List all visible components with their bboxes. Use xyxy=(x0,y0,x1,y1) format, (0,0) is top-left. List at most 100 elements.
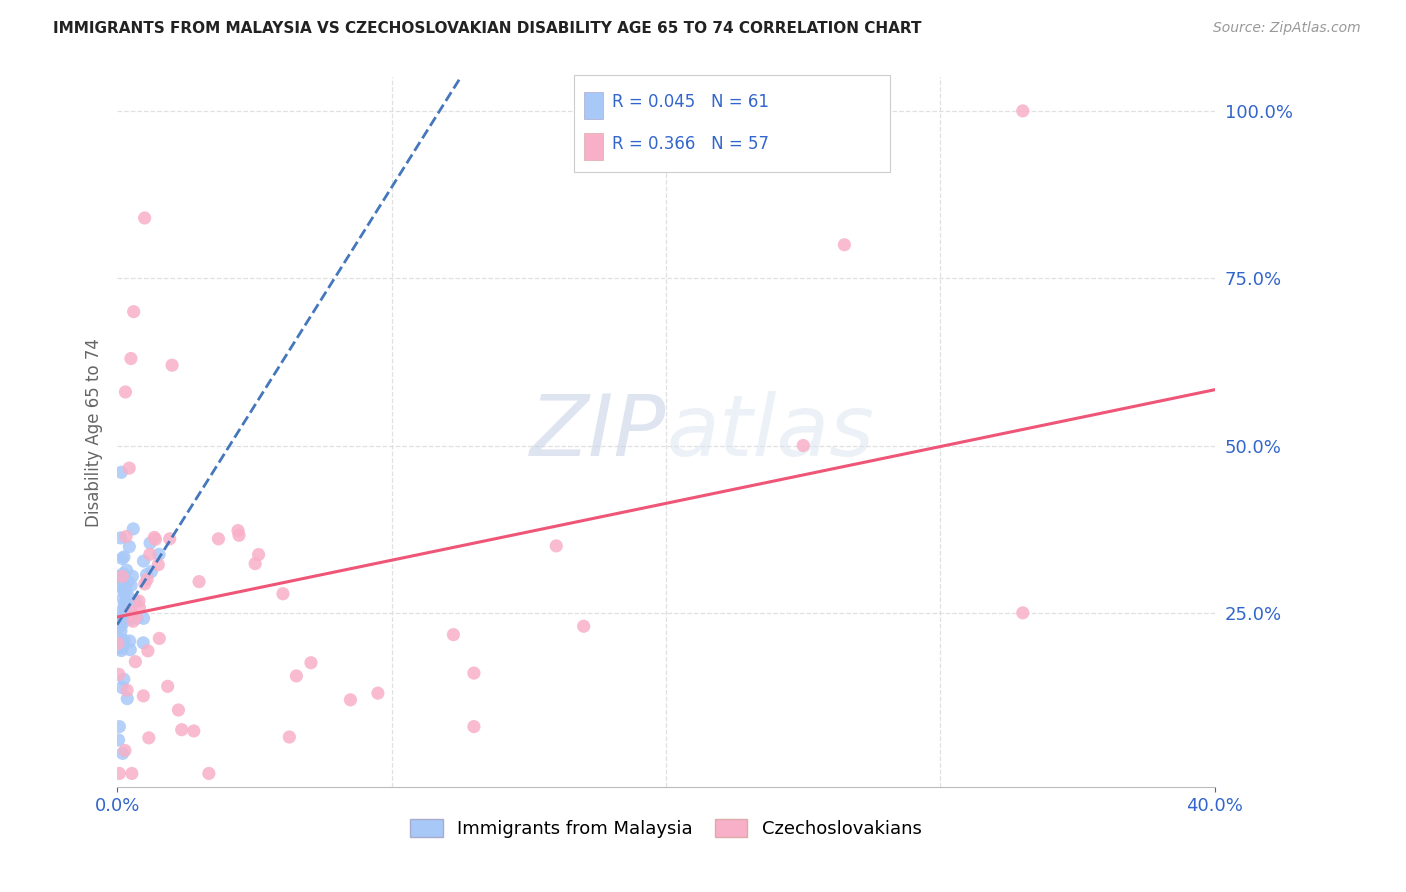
Point xyxy=(122,304,145,318)
Point xyxy=(138,731,160,745)
Point xyxy=(572,619,595,633)
Point xyxy=(118,540,141,554)
Point xyxy=(108,641,131,656)
Point xyxy=(128,600,150,615)
Point xyxy=(114,602,136,616)
Point xyxy=(120,612,142,626)
Point xyxy=(136,644,159,658)
Point xyxy=(120,642,142,657)
Point xyxy=(125,610,148,624)
Point xyxy=(108,720,131,734)
Point xyxy=(112,566,135,581)
Point xyxy=(115,563,138,577)
Point xyxy=(118,634,141,648)
Point xyxy=(792,438,814,452)
Point xyxy=(114,743,136,757)
Point xyxy=(139,547,162,561)
Point xyxy=(112,549,135,564)
Point xyxy=(124,594,146,608)
Point xyxy=(112,637,135,651)
Point xyxy=(108,605,131,619)
Point xyxy=(128,594,150,608)
Point xyxy=(160,358,183,372)
Point xyxy=(110,572,132,586)
Text: Source: ZipAtlas.com: Source: ZipAtlas.com xyxy=(1213,21,1361,35)
Text: ZIP: ZIP xyxy=(530,391,666,474)
Point xyxy=(112,582,135,597)
Point xyxy=(112,597,135,611)
Point xyxy=(108,579,131,593)
Point xyxy=(114,596,136,610)
Point xyxy=(132,636,155,650)
Point xyxy=(110,643,132,657)
Point xyxy=(107,621,129,635)
Point xyxy=(122,522,145,536)
Point xyxy=(463,666,485,681)
Point xyxy=(148,632,170,646)
Point xyxy=(112,585,135,599)
Legend: Immigrants from Malaysia, Czechoslovakians: Immigrants from Malaysia, Czechoslovakia… xyxy=(404,812,929,846)
Point xyxy=(107,635,129,649)
Point xyxy=(121,609,143,624)
Point xyxy=(132,554,155,568)
Point xyxy=(243,557,266,571)
Point xyxy=(135,567,157,582)
Point xyxy=(148,547,170,561)
Point xyxy=(159,532,181,546)
Point xyxy=(110,465,132,479)
Point xyxy=(107,570,129,584)
Point xyxy=(117,691,139,706)
Point xyxy=(339,693,361,707)
Point xyxy=(278,730,301,744)
Point xyxy=(114,607,136,621)
Point xyxy=(156,679,179,693)
Point xyxy=(112,673,135,687)
Point xyxy=(107,611,129,625)
Point xyxy=(834,237,856,252)
Point xyxy=(271,587,294,601)
Point xyxy=(124,655,146,669)
Point xyxy=(226,524,249,538)
Point xyxy=(134,577,156,591)
Point xyxy=(127,611,149,625)
Point xyxy=(546,539,568,553)
Point xyxy=(118,461,141,475)
Point xyxy=(120,351,142,366)
Point xyxy=(1011,606,1033,620)
Point xyxy=(111,617,134,632)
Text: R = 0.045   N = 61: R = 0.045 N = 61 xyxy=(612,94,769,112)
Point xyxy=(111,747,134,761)
Point xyxy=(143,531,166,545)
Point xyxy=(112,633,135,648)
Point xyxy=(122,614,145,628)
Point xyxy=(132,689,155,703)
Y-axis label: Disability Age 65 to 74: Disability Age 65 to 74 xyxy=(86,338,103,526)
Point xyxy=(207,532,229,546)
Point xyxy=(134,211,156,225)
Point xyxy=(107,569,129,583)
Point xyxy=(148,558,170,572)
Point xyxy=(132,611,155,625)
Point xyxy=(121,766,143,780)
Point xyxy=(114,384,136,399)
Point xyxy=(115,583,138,598)
Point xyxy=(107,621,129,635)
Point xyxy=(118,590,141,604)
Point xyxy=(111,613,134,627)
Point xyxy=(167,703,190,717)
Point xyxy=(115,530,138,544)
Point xyxy=(108,766,131,780)
Point xyxy=(114,575,136,590)
Point xyxy=(115,683,138,698)
Point xyxy=(121,569,143,583)
Point xyxy=(145,533,167,547)
Point xyxy=(112,591,135,606)
Point xyxy=(110,531,132,545)
Point xyxy=(141,565,163,579)
Point xyxy=(120,605,142,619)
Point xyxy=(228,528,250,542)
Point xyxy=(111,569,134,583)
Point xyxy=(114,578,136,592)
Point xyxy=(198,766,221,780)
Point xyxy=(114,606,136,620)
